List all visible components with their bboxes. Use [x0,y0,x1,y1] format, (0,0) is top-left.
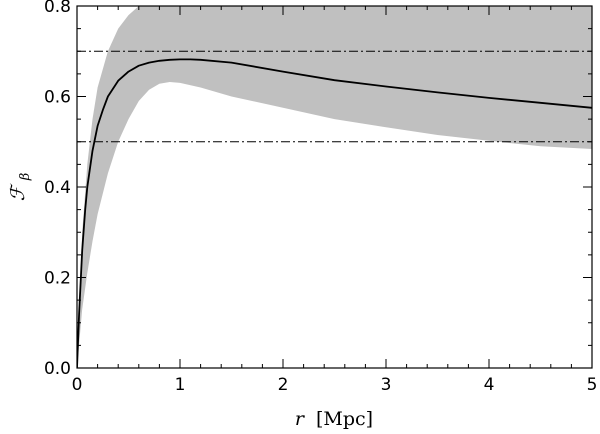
x-tick-label: 5 [587,375,598,395]
y-tick-label: 0.2 [44,269,71,289]
x-tick-label: 3 [381,375,392,395]
x-axis-ticks: 0 1 2 3 4 5 [72,6,598,395]
y-tick-label: 0.8 [44,0,71,17]
y-tick-label: 0.4 [44,178,71,198]
y-tick-label: 0.0 [44,359,71,379]
series-line-1 [77,58,592,368]
y-tick-label: 0.6 [44,88,71,108]
x-tick-label: 4 [484,375,495,395]
y-axis-title: ℱ β [7,173,33,202]
series-layer [77,58,592,368]
reference-lines-layer [77,50,592,143]
x-axis-symbol: r [295,408,306,430]
y-axis-ticks: 0.0 0.2 0.4 0.6 0.8 [44,0,592,379]
svg-text:ℱ β: ℱ β [7,173,33,202]
uncertainty-band-layer [77,6,592,368]
x-axis-title: r [Mpc] [295,408,373,430]
x-tick-label: 1 [175,375,186,395]
y-axis-subscript: β [18,173,33,182]
uncertainty-band [77,6,592,368]
y-axis-symbol: ℱ [7,183,29,201]
x-tick-label: 0 [72,375,83,395]
x-axis-unit: [Mpc] [316,408,373,430]
x-tick-label: 2 [278,375,289,395]
